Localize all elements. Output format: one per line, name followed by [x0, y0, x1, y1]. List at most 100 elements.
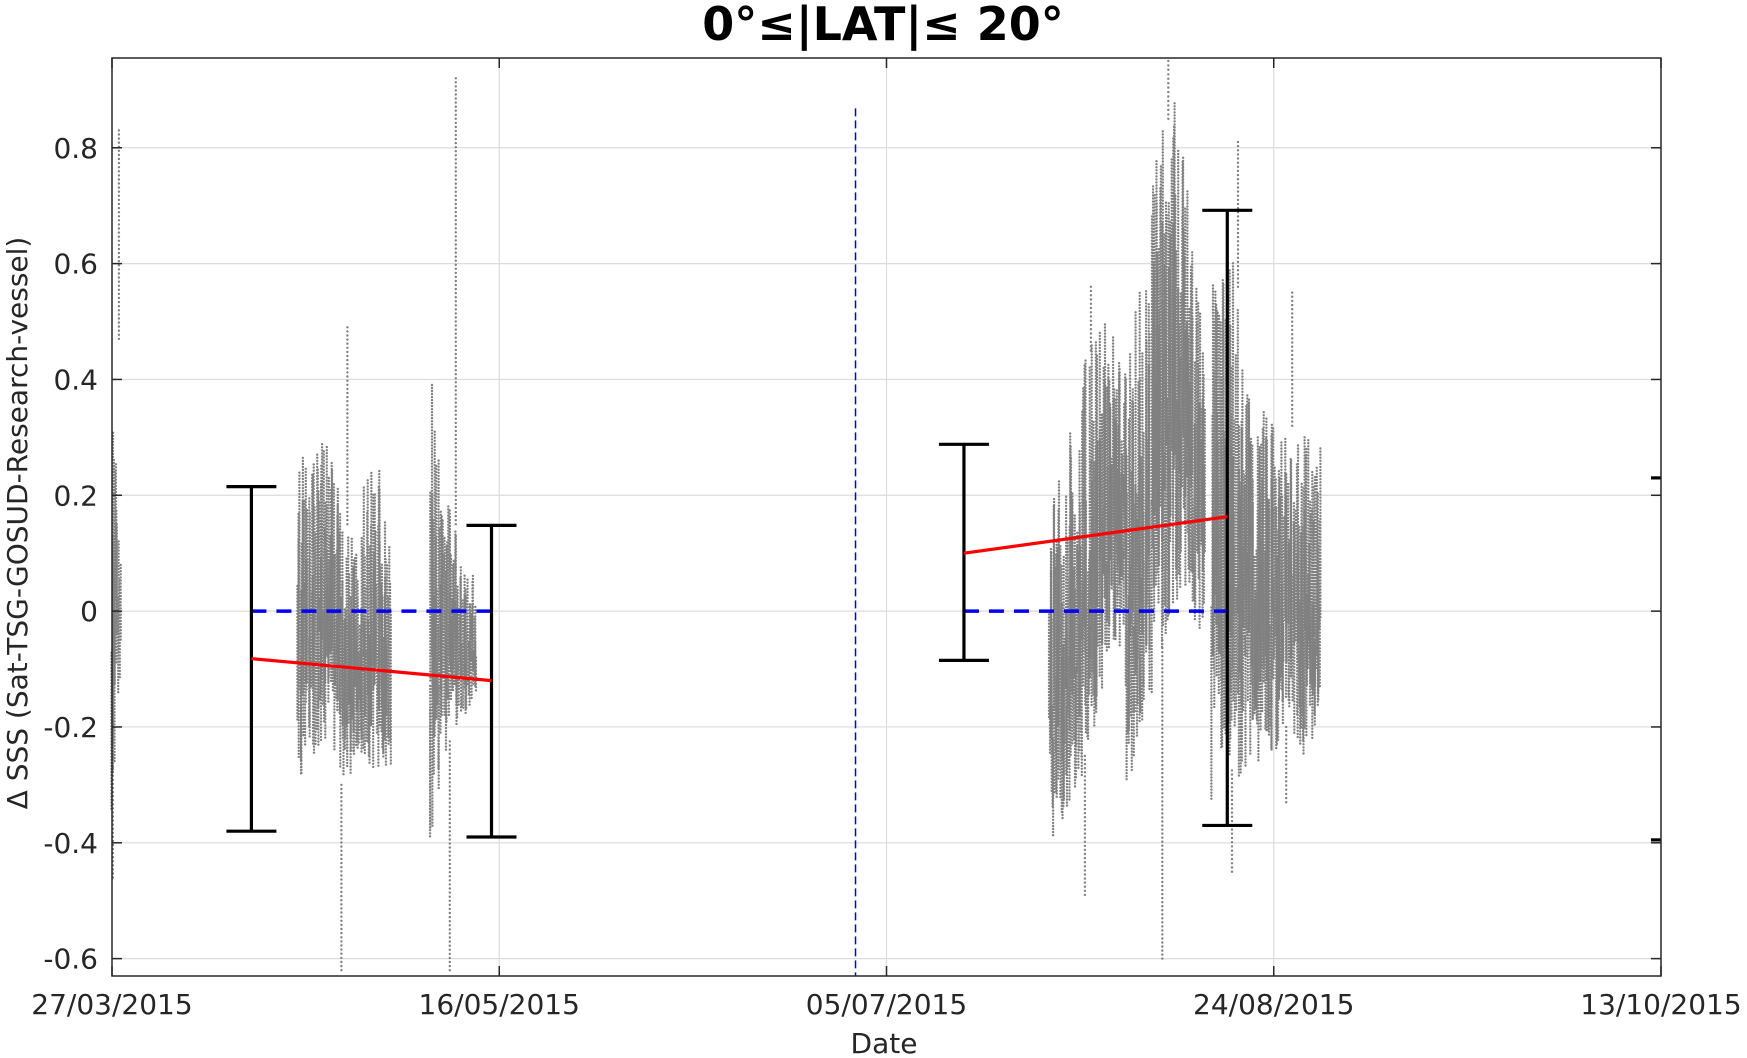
data-point: [120, 582, 122, 584]
data-point: [118, 293, 120, 295]
data-point: [118, 170, 120, 172]
data-point: [117, 562, 119, 564]
data-point: [115, 509, 117, 511]
data-point: [120, 586, 122, 588]
data-point: [118, 129, 120, 131]
data-point: [120, 579, 122, 581]
data-point: [120, 598, 122, 600]
data-point: [115, 500, 117, 502]
data-point: [113, 720, 115, 722]
data-point: [117, 543, 119, 545]
data-point: [118, 158, 120, 160]
data-point: [118, 207, 120, 209]
data-point: [118, 231, 120, 233]
data-point: [116, 566, 118, 568]
data-point: [298, 728, 300, 730]
data-point: [296, 703, 298, 705]
data-point: [298, 753, 300, 755]
data-point: [116, 560, 118, 562]
data-point: [118, 227, 120, 229]
data-point: [117, 556, 119, 558]
data-point: [118, 211, 120, 213]
data-point: [113, 687, 115, 689]
data-point: [298, 744, 300, 746]
data-point: [296, 706, 298, 708]
data-point: [115, 469, 117, 471]
data-point: [116, 579, 118, 581]
data-point: [118, 133, 120, 135]
data-point: [120, 614, 122, 616]
data-point: [115, 488, 117, 490]
data-point: [113, 693, 115, 695]
data-point: [113, 699, 115, 701]
data-point: [118, 317, 120, 319]
data-point: [119, 673, 121, 675]
data-point: [115, 463, 117, 465]
data-point: [116, 554, 118, 556]
data-point: [117, 571, 119, 573]
data-point: [298, 750, 300, 752]
data-point: [118, 330, 120, 332]
data-point: [296, 700, 298, 702]
data-point: [118, 268, 120, 270]
data-point: [298, 496, 300, 498]
data-point: [120, 564, 122, 566]
data-point: [118, 248, 120, 250]
data-point: [118, 236, 120, 238]
data-point: [119, 657, 121, 659]
data-point: [116, 551, 118, 553]
data-point: [113, 708, 115, 710]
data-point: [118, 142, 120, 144]
data-point: [119, 642, 121, 644]
data-point: [115, 472, 117, 474]
data-point: [298, 478, 300, 480]
data-point: [118, 154, 120, 156]
data-point: [116, 536, 118, 538]
data-point: [296, 715, 298, 717]
data-point: [118, 260, 120, 262]
data-point: [120, 573, 122, 575]
data-point: [115, 475, 117, 477]
data-point: [117, 565, 119, 567]
data-point: [117, 553, 119, 555]
data-point: [298, 475, 300, 477]
data-point: [118, 178, 120, 180]
data-point: [119, 645, 121, 647]
data-point: [118, 281, 120, 283]
data-point: [116, 570, 118, 572]
data-point: [118, 297, 120, 299]
data-point: [118, 186, 120, 188]
data-point: [115, 506, 117, 508]
data-point: [118, 252, 120, 254]
data-point: [113, 702, 115, 704]
data-point: [116, 563, 118, 565]
data-point: [118, 325, 120, 327]
data-point: [118, 264, 120, 266]
data-point: [118, 305, 120, 307]
data-point: [120, 576, 122, 578]
data-point: [296, 718, 298, 720]
data-point: [118, 150, 120, 152]
data-point: [113, 696, 115, 698]
data-point: [118, 191, 120, 193]
data-point: [118, 289, 120, 291]
data-point: [116, 529, 118, 531]
data-point: [118, 162, 120, 164]
data-point: [116, 576, 118, 578]
data-point: [120, 592, 122, 594]
data-point: [116, 557, 118, 559]
data-point: [118, 301, 120, 303]
data-point: [114, 676, 116, 678]
data-point: [117, 549, 119, 551]
data-point: [298, 493, 300, 495]
data-point: [115, 497, 117, 499]
data-point: [118, 272, 120, 274]
data-point: [113, 714, 115, 716]
data-point: [120, 595, 122, 597]
data-point: [119, 676, 121, 678]
data-point: [117, 688, 119, 690]
data-point: [115, 482, 117, 484]
data-point: [118, 309, 120, 311]
data-point: [114, 682, 116, 684]
data-point: [120, 601, 122, 603]
